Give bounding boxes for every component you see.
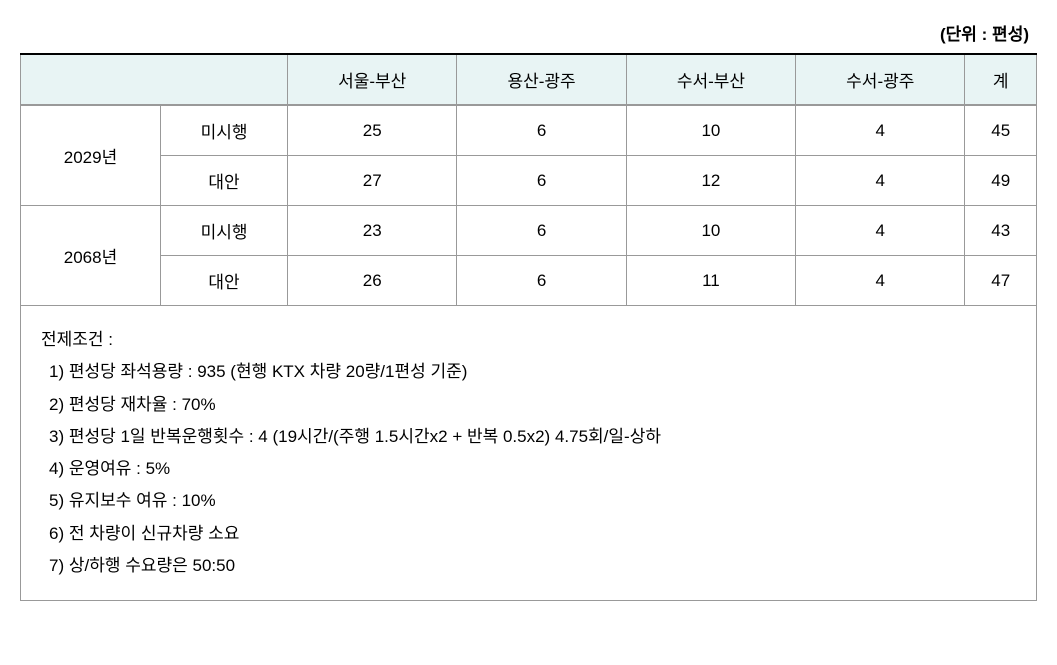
header-col-3: 수서-부산: [626, 54, 795, 105]
data-cell: 47: [965, 256, 1037, 306]
condition-item: 6) 전 차량이 신규차량 소요: [41, 518, 1016, 550]
data-cell: 6: [457, 156, 626, 206]
condition-item: 5) 유지보수 여유 : 10%: [41, 485, 1016, 517]
header-empty: [21, 54, 288, 105]
header-col-2: 용산-광주: [457, 54, 626, 105]
table-row: 대안 26 6 11 4 47: [21, 256, 1037, 306]
data-cell: 4: [796, 256, 965, 306]
table-row: 대안 27 6 12 4 49: [21, 156, 1037, 206]
unit-label: (단위 : 편성): [20, 20, 1037, 45]
sublabel-cell: 대안: [161, 256, 288, 306]
conditions-title: 전제조건 :: [41, 324, 1016, 356]
header-col-5: 계: [965, 54, 1037, 105]
condition-item: 2) 편성당 재차율 : 70%: [41, 389, 1016, 421]
sublabel-cell: 미시행: [161, 206, 288, 256]
data-cell: 23: [288, 206, 457, 256]
table-row: 2029년 미시행 25 6 10 4 45: [21, 105, 1037, 156]
data-cell: 43: [965, 206, 1037, 256]
data-table: 서울-부산 용산-광주 수서-부산 수서-광주 계 2029년 미시행 25 6…: [20, 53, 1037, 601]
document-container: (단위 : 편성) 서울-부산 용산-광주 수서-부산 수서-광주 계 2029…: [20, 20, 1037, 601]
condition-item: 3) 편성당 1일 반복운행횟수 : 4 (19시간/(주행 1.5시간x2 +…: [41, 421, 1016, 453]
table-row: 2068년 미시행 23 6 10 4 43: [21, 206, 1037, 256]
data-cell: 25: [288, 105, 457, 156]
data-cell: 4: [796, 206, 965, 256]
sublabel-cell: 미시행: [161, 105, 288, 156]
header-col-4: 수서-광주: [796, 54, 965, 105]
data-cell: 4: [796, 156, 965, 206]
data-cell: 4: [796, 105, 965, 156]
condition-item: 1) 편성당 좌석용량 : 935 (현행 KTX 차량 20량/1편성 기준): [41, 356, 1016, 388]
data-cell: 45: [965, 105, 1037, 156]
data-cell: 10: [626, 206, 795, 256]
data-cell: 6: [457, 206, 626, 256]
header-col-1: 서울-부산: [288, 54, 457, 105]
conditions-row: 전제조건 : 1) 편성당 좌석용량 : 935 (현행 KTX 차량 20량/…: [21, 306, 1037, 601]
data-cell: 11: [626, 256, 795, 306]
data-cell: 12: [626, 156, 795, 206]
data-cell: 26: [288, 256, 457, 306]
conditions-cell: 전제조건 : 1) 편성당 좌석용량 : 935 (현행 KTX 차량 20량/…: [21, 306, 1037, 601]
condition-item: 4) 운영여유 : 5%: [41, 453, 1016, 485]
data-cell: 6: [457, 256, 626, 306]
year-cell-1: 2029년: [21, 105, 161, 206]
year-cell-2: 2068년: [21, 206, 161, 306]
data-cell: 6: [457, 105, 626, 156]
data-cell: 10: [626, 105, 795, 156]
condition-item: 7) 상/하행 수요량은 50:50: [41, 550, 1016, 582]
data-cell: 49: [965, 156, 1037, 206]
header-row: 서울-부산 용산-광주 수서-부산 수서-광주 계: [21, 54, 1037, 105]
sublabel-cell: 대안: [161, 156, 288, 206]
data-cell: 27: [288, 156, 457, 206]
